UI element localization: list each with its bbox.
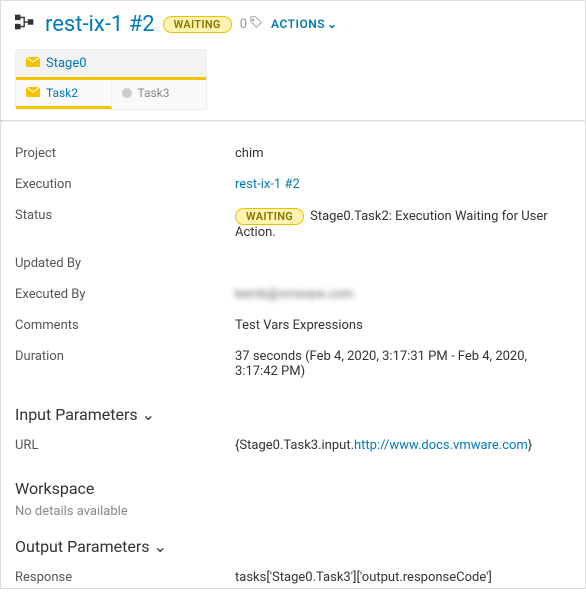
stage-widget: Stage0 Task2 Task3 — [15, 49, 207, 110]
task-label: Task3 — [138, 86, 170, 100]
chevron-down-icon: ⌄ — [327, 17, 338, 31]
value-executed-by: kernb@vmware.com — [235, 287, 571, 302]
stage-header[interactable]: Stage0 — [16, 50, 206, 80]
workspace-title: Workspace — [15, 479, 94, 498]
url-prefix: {Stage0.Task3.input. — [235, 438, 354, 453]
chevron-down-icon: ⌄ — [142, 405, 155, 424]
task-row: Task2 Task3 — [16, 80, 206, 109]
row-executed-by: Executed By kernb@vmware.com — [15, 279, 571, 310]
output-parameters-title: Output Parameters — [15, 537, 150, 556]
workspace-header: Workspace — [15, 479, 571, 498]
label-updated-by: Updated By — [15, 256, 235, 271]
label-duration: Duration — [15, 349, 235, 364]
output-parameters-header[interactable]: Output Parameters ⌄ — [15, 537, 571, 556]
value-project: chim — [235, 146, 571, 161]
label-project: Project — [15, 146, 235, 161]
actions-menu[interactable]: ACTIONS ⌄ — [271, 17, 338, 31]
label-executed-by: Executed By — [15, 287, 235, 302]
actions-label: ACTIONS — [271, 17, 325, 31]
task-task2[interactable]: Task2 — [16, 80, 112, 109]
pipeline-icon — [15, 11, 37, 37]
row-duration: Duration 37 seconds (Feb 4, 2020, 3:17:3… — [15, 341, 571, 387]
row-comments: Comments Test Vars Expressions — [15, 310, 571, 341]
label-status: Status — [15, 208, 235, 223]
status-badge: WAITING — [163, 16, 232, 33]
row-status: Status WAITINGStage0.Task2: Execution Wa… — [15, 200, 571, 248]
status-badge: WAITING — [235, 208, 304, 225]
label-execution: Execution — [15, 177, 235, 192]
value-url: {Stage0.Task3.input.http://www.docs.vmwa… — [235, 438, 571, 453]
row-execution: Execution rest-ix-1 #2 — [15, 169, 571, 200]
page-header: rest-ix-1 #2 WAITING 0 ACTIONS ⌄ — [1, 1, 585, 45]
value-response: tasks['Stage0.Task3']['output.responseCo… — [235, 570, 571, 585]
label-response: Response — [15, 570, 235, 585]
url-suffix: } — [528, 438, 532, 453]
task-task3[interactable]: Task3 — [112, 80, 207, 109]
task-label: Task2 — [46, 86, 78, 100]
value-status: WAITINGStage0.Task2: Execution Waiting f… — [235, 208, 571, 240]
tag-count: 0 — [240, 15, 263, 33]
tag-icon — [249, 15, 263, 33]
row-url: URL {Stage0.Task3.input.http://www.docs.… — [15, 430, 571, 461]
envelope-icon — [26, 86, 40, 100]
page-title[interactable]: rest-ix-1 #2 — [45, 12, 155, 37]
input-parameters-header[interactable]: Input Parameters ⌄ — [15, 405, 571, 424]
row-updated-by: Updated By — [15, 248, 571, 279]
label-comments: Comments — [15, 318, 235, 333]
envelope-icon — [26, 56, 40, 71]
row-response: Response tasks['Stage0.Task3']['output.r… — [15, 562, 571, 593]
circle-icon — [122, 88, 132, 98]
value-comments: Test Vars Expressions — [235, 318, 571, 333]
details-section: Project chim Execution rest-ix-1 #2 Stat… — [1, 122, 585, 603]
input-parameters-title: Input Parameters — [15, 405, 138, 424]
value-execution[interactable]: rest-ix-1 #2 — [235, 177, 571, 192]
chevron-down-icon: ⌄ — [154, 537, 167, 556]
workspace-empty: No details available — [15, 504, 571, 519]
url-link[interactable]: http://www.docs.vmware.com — [354, 438, 528, 453]
stage-name: Stage0 — [46, 56, 87, 71]
row-project: Project chim — [15, 138, 571, 169]
value-duration: 37 seconds (Feb 4, 2020, 3:17:31 PM - Fe… — [235, 349, 571, 379]
label-url: URL — [15, 438, 235, 453]
tag-count-value: 0 — [240, 17, 247, 32]
